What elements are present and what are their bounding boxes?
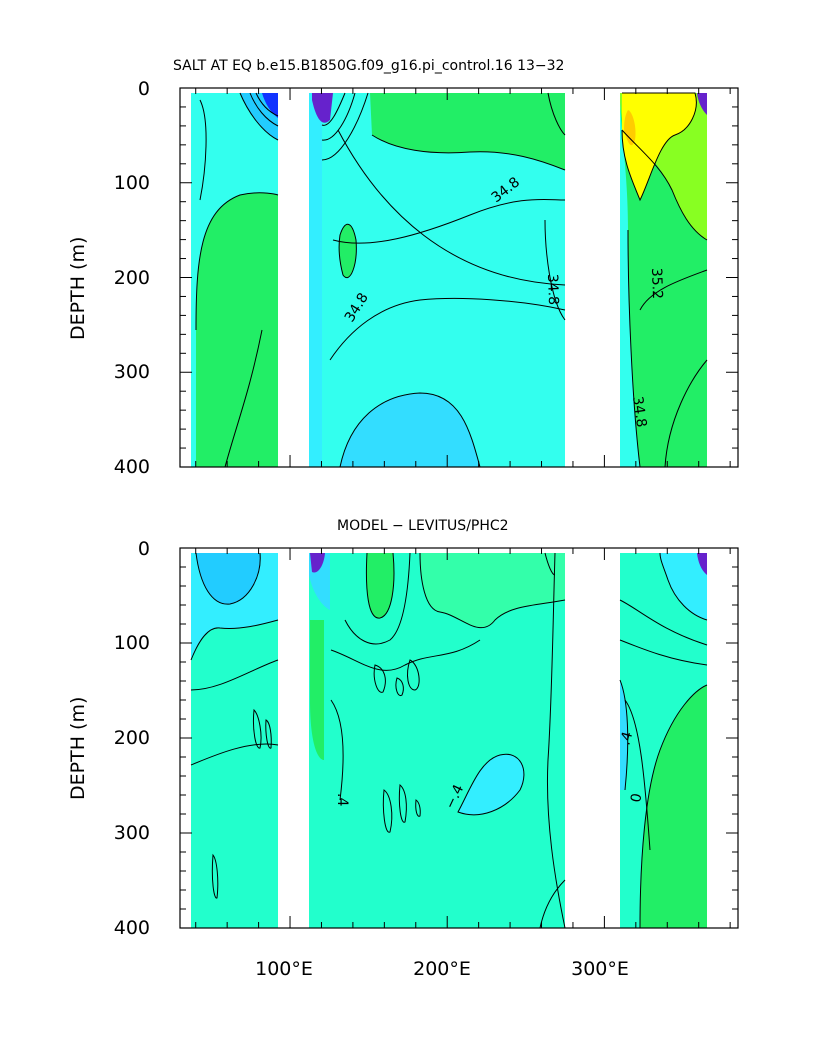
top-indian-freshwater-core: [262, 93, 278, 118]
top-pacific-contour: [332, 198, 566, 244]
bottom-atlantic-extreme-negative: [697, 553, 707, 575]
bottom-atlantic-contour: [639, 684, 708, 928]
bottom-indian-contour: [195, 552, 261, 605]
bottom-maritime-positive: [310, 620, 324, 760]
top-y-tick-label: 300: [114, 361, 150, 383]
bottom-contour-field: [190, 552, 708, 928]
top-pacific-contour: [337, 129, 566, 286]
bottom-pacific-contour: [546, 552, 566, 928]
bottom-y-tick-label: 200: [114, 727, 150, 749]
bottom-pacific-contour: [330, 699, 344, 801]
bottom-pacific-negative-patch: [458, 754, 524, 815]
top-panel: SALT AT EQ b.e15.B1850G.f09_g16.pi_contr…: [67, 58, 739, 478]
top-indian-contour: [195, 192, 279, 331]
bottom-indian-contour: [211, 853, 219, 899]
top-y-axis-label: DEPTH (m): [67, 237, 89, 340]
top-contour-label: 34.8: [629, 395, 649, 428]
top-atlantic-contour: [639, 269, 708, 311]
bottom-contour-label: .4: [617, 730, 636, 747]
top-maritime-basin-fill: [309, 93, 322, 467]
top-panel-title: SALT AT EQ b.e15.B1850G.f09_g16.pi_contr…: [173, 58, 564, 74]
bottom-pacific-contour: [395, 677, 404, 697]
top-y-tick-label: 400: [114, 456, 150, 478]
bottom-panel-title: MODEL − LEVITUS/PHC2: [337, 518, 509, 534]
bottom-atlantic-negative-upper: [660, 553, 707, 620]
top-atlantic-max-salinity-peak: [624, 110, 636, 146]
top-atlantic-contour: [664, 359, 708, 467]
bottom-y-tick-label: 0: [138, 538, 150, 560]
bottom-maritime-extreme-negative: [310, 553, 325, 573]
bottom-pacific-basin-fill: [331, 553, 565, 928]
bottom-indian-contour: [190, 619, 279, 661]
top-pacific-contour: [371, 134, 566, 171]
top-pacific-contour: [547, 92, 566, 136]
top-pacific-deep-fresh-region: [340, 393, 480, 467]
bottom-atlantic-contour: [619, 639, 708, 666]
bottom-pacific-contour: [365, 552, 395, 619]
top-contour-field: [191, 92, 708, 467]
bottom-pacific-contour: [382, 789, 393, 833]
bottom-panel: MODEL − LEVITUS/PHC2: [67, 518, 739, 980]
bottom-indian-contour: [253, 708, 262, 749]
top-indian-contour: [255, 92, 279, 117]
x-tick-label: 100°E: [255, 958, 313, 980]
bottom-pacific-contour: [330, 639, 481, 671]
bottom-y-axis-label: DEPTH (m): [67, 697, 89, 800]
bottom-y-tick-label: 300: [114, 822, 150, 844]
top-atlantic-contour: [621, 129, 708, 241]
bottom-pacific-contour: [373, 664, 386, 693]
top-indian-contour: [249, 92, 279, 127]
top-contour-label: 35.2: [648, 268, 665, 300]
bottom-pacific-contour: [344, 552, 411, 645]
bottom-atlantic-positive-deep: [640, 685, 707, 928]
bottom-indian-negative-core: [196, 553, 261, 605]
top-axis-ticks: [180, 87, 738, 468]
top-indian-contour: [224, 329, 263, 467]
bottom-indian-contour: [190, 743, 279, 766]
top-pacific-contour: [544, 219, 566, 321]
top-y-tick-label: 200: [114, 267, 150, 289]
top-pacific-contour: [321, 92, 356, 141]
top-pacific-contour: [339, 392, 481, 467]
bottom-pacific-positive-east: [420, 553, 565, 628]
top-atlantic-contour: [627, 229, 641, 467]
bottom-pacific-contour: [457, 753, 525, 816]
bottom-atlantic-contour: [624, 699, 651, 851]
bottom-indian-contour: [190, 659, 279, 691]
bottom-pacific-positive-upper: [366, 553, 394, 619]
x-tick-label: 200°E: [413, 958, 471, 980]
bottom-pacific-contour: [544, 552, 556, 576]
x-tick-label: 300°E: [571, 958, 629, 980]
top-y-tick-label: 0: [138, 78, 150, 100]
bottom-pacific-contour: [419, 552, 566, 628]
bottom-contour-label: .4: [334, 793, 350, 806]
bottom-y-tick-label: 100: [114, 632, 150, 654]
top-pacific-warm-pool-fresh: [312, 93, 333, 123]
top-pacific-contour: [329, 297, 566, 361]
top-indian-contour: [239, 92, 279, 141]
bottom-y-tick-label: 400: [114, 917, 150, 939]
bottom-atlantic-contour: [659, 552, 708, 621]
top-y-tick-label: 100: [114, 172, 150, 194]
top-indian-high-salinity-region: [196, 192, 278, 467]
top-contour-label: 34.8: [544, 274, 561, 306]
top-atlantic-max-salinity-core: [622, 93, 697, 200]
top-pacific-contour: [338, 223, 357, 278]
top-pacific-contour: [321, 92, 346, 126]
top-atlantic-contour: [621, 92, 697, 202]
top-atlantic-fresh-surface: [697, 93, 707, 115]
bottom-contour-label: 0: [628, 792, 645, 804]
bottom-atlantic-contour: [619, 679, 629, 791]
bottom-axis-ticks: [180, 547, 738, 929]
bottom-indian-contour: [265, 719, 272, 749]
bottom-pacific-contour: [415, 799, 421, 817]
top-indian-contour: [199, 99, 207, 201]
top-pacific-subsurface-salinity-core: [339, 224, 357, 278]
bottom-pacific-contour: [407, 659, 420, 691]
bottom-pacific-contour: [398, 784, 407, 823]
top-pacific-contour: [321, 92, 369, 161]
bottom-atlantic-contour: [619, 599, 708, 646]
